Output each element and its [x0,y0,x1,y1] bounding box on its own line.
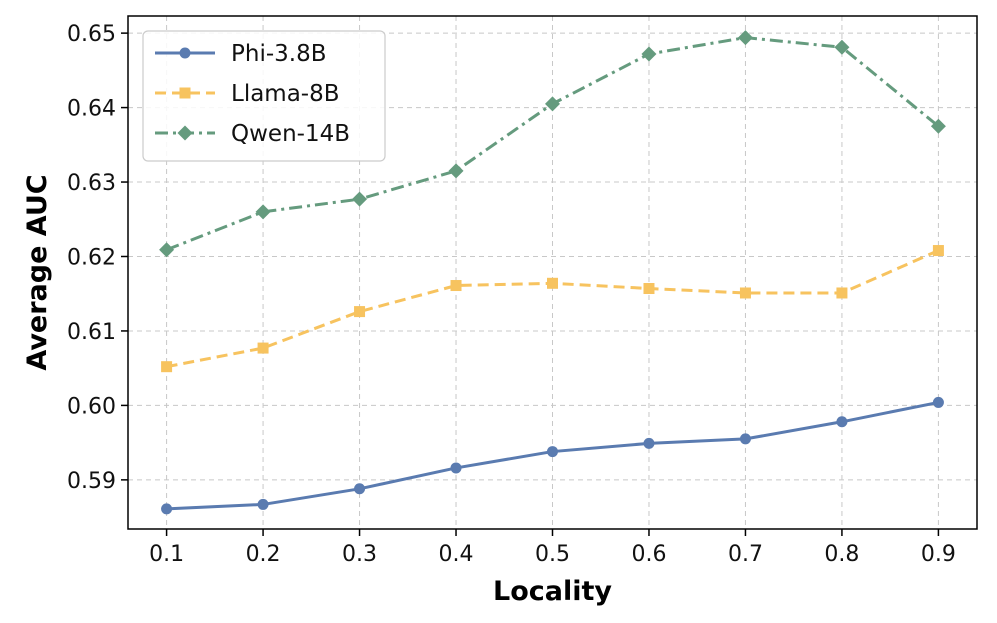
data-point [836,287,848,299]
data-point [547,277,558,289]
x-tick-label: 0.4 [439,542,474,567]
series-phi-3.8b [161,396,944,515]
x-tick-label: 0.3 [342,542,377,567]
data-point [739,287,751,299]
data-point [354,483,366,495]
legend-label: Phi-3.8B [231,41,327,67]
data-point [545,96,560,112]
data-point [834,39,850,55]
x-tick-label: 0.1 [149,542,184,567]
data-point [448,163,464,179]
y-axis-title: Average AUC [22,174,53,370]
legend-label: Llama-8B [231,81,340,107]
data-point [643,437,655,449]
y-tick-label: 0.60 [67,394,116,419]
x-tick-label: 0.5 [535,542,570,567]
data-point [932,245,944,257]
y-tick-label: 0.65 [67,22,116,47]
x-tick-label: 0.9 [921,542,956,567]
series-llama-8b [161,245,944,373]
legend-box [142,30,386,162]
data-point [352,191,368,207]
y-tick-label: 0.61 [67,320,116,345]
y-tick-label: 0.59 [67,469,116,494]
data-point [737,30,753,46]
x-tick-label: 0.7 [728,542,763,567]
x-axis-title: Locality [493,576,612,607]
x-tick-label: 0.2 [246,542,281,567]
data-point [930,118,946,134]
data-point [354,306,366,318]
legend-marker [179,47,191,59]
legend: Phi-3.8B Llama-8B Qwen-14B [142,30,386,162]
data-point [643,283,655,295]
axis-ticks: 0.1 0.2 0.3 0.4 0.5 0.6 0.7 0.8 0.9 0.59 0.60 0.61 0… [67,22,956,567]
data-point [836,416,848,428]
y-tick-label: 0.62 [67,245,116,270]
legend-item: Phi-3.8B [155,41,327,67]
data-point [257,498,269,510]
data-point [932,396,944,408]
series-lines [159,30,946,515]
data-point [159,242,175,258]
data-point [450,280,462,292]
data-point [547,446,558,458]
legend-item: Llama-8B [155,81,340,107]
data-point [161,361,173,373]
series-qwen-14b [159,30,946,258]
y-tick-label: 0.63 [67,171,116,196]
x-tick-label: 0.8 [824,542,859,567]
data-point [739,433,751,445]
data-point [255,204,271,220]
data-point [450,462,462,474]
legend-item: Qwen-14B [155,121,350,147]
data-point [641,46,657,62]
legend-marker [179,87,191,99]
legend-marker [177,125,193,141]
legend-label: Qwen-14B [231,121,350,147]
x-tick-label: 0.6 [631,542,666,567]
y-tick-label: 0.64 [67,97,116,122]
data-point [161,503,173,515]
data-point [257,342,269,354]
